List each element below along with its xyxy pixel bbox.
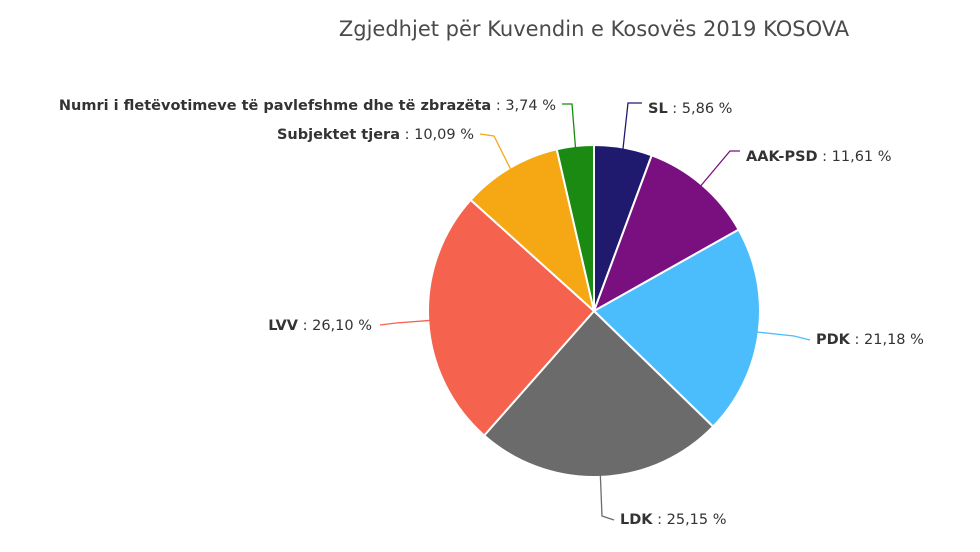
connector-line: [379, 319, 432, 326]
slice-label: SL : 5,86 %: [648, 101, 732, 117]
slice-label-value: : 10,09 %: [400, 127, 474, 143]
slice-label-value: : 21,18 %: [850, 332, 924, 348]
slice-label: LVV : 26,10 %: [268, 318, 372, 334]
slice-label-value: : 5,86 %: [668, 101, 733, 117]
slice-label-value: : 26,10 %: [298, 318, 372, 334]
slice-label-value: : 25,15 %: [653, 512, 727, 528]
slice-label-value: : 3,74 %: [491, 98, 556, 114]
slice-label-name: LVV: [268, 318, 298, 334]
slice-label-name: AAK-PSD: [746, 149, 818, 165]
connector-line: [599, 473, 615, 521]
chart-title: Zgjedhjet për Kuvendin e Kosovës 2019 KO…: [339, 17, 850, 41]
slice-label-name: PDK: [816, 332, 851, 348]
slice-label-name: Numri i fletëvotimeve të pavlefshme dhe …: [59, 98, 491, 114]
slice-label: LDK : 25,15 %: [620, 512, 727, 528]
connector-line: [479, 133, 512, 171]
connector-line: [622, 102, 642, 151]
slice-label-name: Subjektet tjera: [277, 127, 400, 143]
connector-line: [562, 103, 577, 150]
slice-label-name: SL: [648, 101, 668, 117]
slice-label: Numri i fletëvotimeve të pavlefshme dhe …: [59, 98, 556, 114]
slice-label: AAK-PSD : 11,61 %: [746, 149, 892, 165]
slice-labels: SL : 5,86 % AAK-PSD : 11,61 % PDK : 21,18 …: [59, 98, 924, 528]
slice-label-name: LDK: [620, 512, 653, 528]
connector-line: [699, 150, 740, 188]
slice-label: PDK : 21,18 %: [816, 332, 924, 348]
pie-slices: [427, 144, 761, 478]
connector-line: [755, 331, 811, 341]
slice-label: Subjektet tjera : 10,09 %: [277, 127, 474, 143]
slice-label-value: : 11,61 %: [818, 149, 892, 165]
label-connectors: [379, 102, 811, 521]
